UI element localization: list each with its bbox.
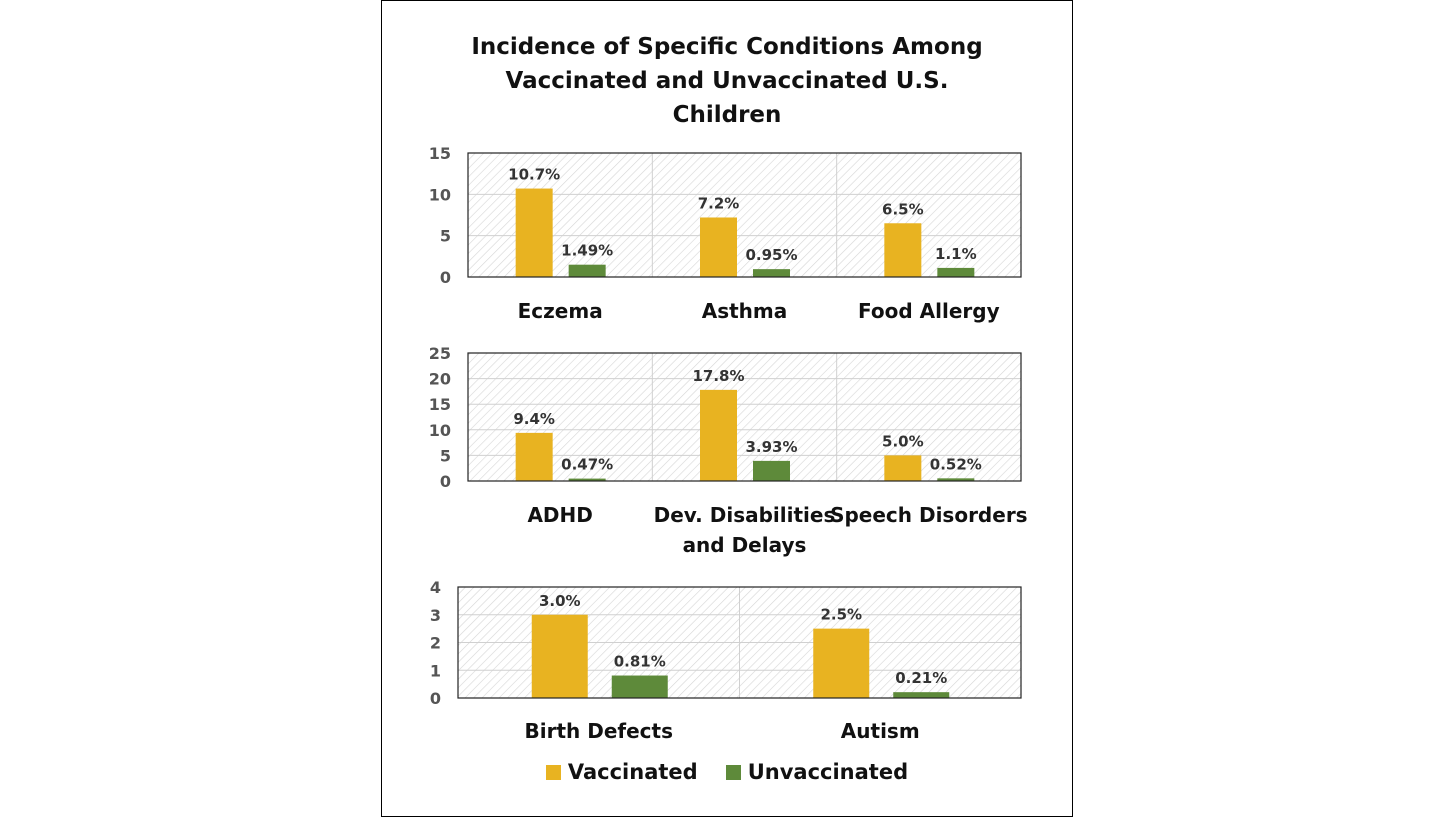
data-label-vaccinated: 6.5%: [882, 200, 924, 218]
data-label-vaccinated: 3.0%: [539, 592, 581, 610]
y-tick-label: 5: [440, 227, 451, 246]
y-tick-label: 0: [440, 268, 451, 287]
plot-border: [467, 352, 1022, 482]
data-label-vaccinated: 7.2%: [698, 194, 740, 212]
data-label-unvaccinated: 0.95%: [745, 246, 797, 264]
bar-vaccinated-dev-disabilities-and-delays: [700, 389, 737, 481]
chart-panel-1: 0 5 10 15 10.7% 1.49% Eczema 7.2% 0.95% Asthma 6.5…: [429, 144, 1022, 323]
y-tick-label: 4: [430, 578, 441, 597]
data-label-unvaccinated: 0.81%: [614, 653, 666, 671]
plot-border: [467, 152, 1022, 278]
data-label-unvaccinated: 1.1%: [935, 245, 977, 263]
y-tick-label: 3: [430, 606, 441, 625]
data-label-unvaccinated: 0.21%: [895, 669, 947, 687]
data-label-vaccinated: 17.8%: [692, 367, 744, 385]
bar-vaccinated-speech-disorders: [884, 455, 922, 481]
data-label-vaccinated: 2.5%: [820, 606, 862, 624]
chart-panel-2: 0 5 10 15 20 25 9.4% 0.47% ADHD 17.8% 3.93% Dev. Di…: [429, 344, 1028, 557]
bar-unvaccinated-birth-defects: [611, 675, 668, 698]
bar-unvaccinated-dev-disabilities-and-delays: [753, 460, 790, 481]
bar-vaccinated-adhd: [515, 432, 553, 481]
y-tick-label: 15: [429, 395, 451, 414]
y-tick-label: 20: [429, 370, 451, 389]
bar-vaccinated-food-allergy: [884, 223, 922, 277]
plot-border: [457, 586, 1022, 699]
y-tick-label: 2: [430, 634, 441, 653]
data-label-vaccinated: 5.0%: [882, 432, 924, 450]
data-label-vaccinated: 10.7%: [508, 166, 560, 184]
legend-swatch-unvaccinated: [725, 764, 741, 780]
data-label-unvaccinated: 0.47%: [561, 456, 613, 474]
legend-item-vaccinated: Vaccinated: [545, 760, 698, 784]
y-tick-label: 0: [440, 472, 451, 491]
legend-item-unvaccinated: Unvaccinated: [725, 760, 909, 784]
legend-label-vaccinated: Vaccinated: [567, 760, 698, 784]
data-label-vaccinated: 9.4%: [513, 410, 555, 428]
bar-vaccinated-autism: [813, 628, 870, 698]
bar-unvaccinated-speech-disorders: [937, 478, 975, 481]
category-label: Eczema: [518, 299, 603, 323]
data-label-unvaccinated: 0.52%: [930, 455, 982, 473]
data-label-unvaccinated: 1.49%: [561, 242, 613, 260]
category-label: Food Allergy: [858, 299, 1000, 323]
bar-unvaccinated-adhd: [568, 478, 606, 481]
bar-unvaccinated-eczema: [568, 264, 606, 277]
bar-unvaccinated-autism: [893, 692, 950, 698]
chart-title-line-3: Children: [672, 102, 782, 128]
y-tick-label: 10: [429, 185, 451, 204]
category-label: ADHD: [527, 503, 592, 527]
data-label-unvaccinated: 3.93%: [745, 438, 797, 456]
category-label: Speech Disorders: [830, 503, 1028, 527]
legend-label-unvaccinated: Unvaccinated: [747, 760, 909, 784]
category-label: Birth Defects: [525, 719, 673, 743]
category-label: and Delays: [683, 533, 807, 557]
chart-title-line-2: Vaccinated and Unvaccinated U.S.: [505, 68, 949, 94]
y-tick-label: 15: [429, 144, 451, 163]
legend: Vaccinated Unvaccinated: [381, 760, 1073, 784]
y-tick-label: 0: [430, 689, 441, 708]
bar-unvaccinated-food-allergy: [937, 267, 975, 277]
category-label: Dev. Disabilities: [654, 503, 836, 527]
legend-swatch-vaccinated: [545, 764, 561, 780]
category-label: Asthma: [702, 299, 788, 323]
plot-area: [468, 353, 1021, 481]
y-tick-label: 1: [430, 661, 441, 680]
y-tick-label: 25: [429, 344, 451, 363]
bar-vaccinated-birth-defects: [531, 614, 588, 698]
bar-vaccinated-eczema: [515, 188, 553, 277]
bar-unvaccinated-asthma: [753, 269, 790, 277]
plot-area: [468, 153, 1021, 277]
chart-panel-3: 0 1 2 3 4 3.0% 0.81% Birth Defects 2.5% 0.21% Auti…: [430, 578, 1022, 743]
bar-vaccinated-asthma: [700, 217, 737, 277]
chart-title: Incidence of Specific Conditions Among V…: [381, 30, 1073, 132]
category-label: Autism: [841, 719, 920, 743]
y-tick-label: 10: [429, 421, 451, 440]
y-tick-label: 5: [440, 446, 451, 465]
chart-title-line-1: Incidence of Specific Conditions Among: [471, 34, 983, 60]
